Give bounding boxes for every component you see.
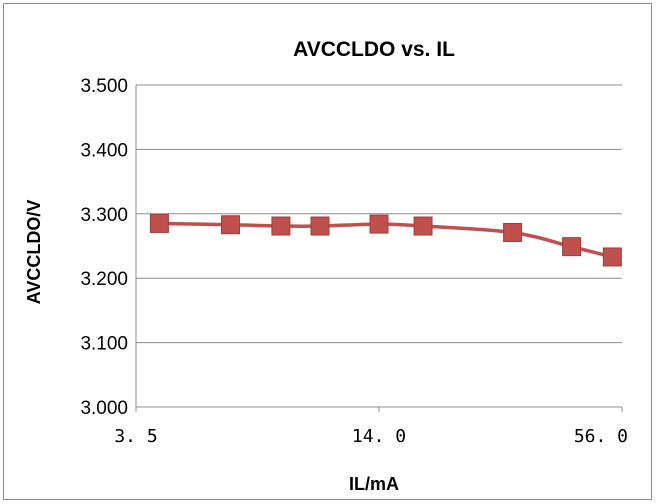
data-point-marker [149, 213, 169, 233]
data-point-marker [310, 216, 330, 236]
x-tick-label: 3. 5 [114, 426, 157, 447]
x-tick-label: 14. 0 [352, 426, 406, 447]
chart-frame [3, 3, 652, 500]
data-point-marker [369, 214, 389, 234]
data-point-marker [602, 247, 622, 267]
y-tick-label: 3.400 [80, 140, 128, 161]
x-tick-label: 56. 0 [574, 426, 628, 447]
data-point-marker [413, 216, 433, 236]
y-tick-label: 3.300 [80, 205, 128, 226]
y-tick-label: 3.500 [80, 76, 128, 97]
data-point-marker [220, 215, 240, 235]
x-axis-title: IL/mA [349, 474, 399, 494]
y-tick-label: 3.100 [80, 334, 128, 355]
data-point-marker [503, 222, 523, 242]
tick-labels: 3.000 3.100 3.200 3.300 3.400 3.500 3. 5 14. 0 5… [80, 76, 628, 447]
axes [135, 85, 623, 412]
data-point-marker [562, 237, 582, 257]
y-axis-title: AVCCLDO/V [24, 200, 44, 305]
y-tick-label: 3.200 [80, 269, 128, 290]
y-tick-label: 3.000 [80, 398, 128, 419]
grid-lines [136, 84, 622, 344]
series-layer [149, 213, 622, 267]
data-point-marker [271, 216, 291, 236]
chart-title: AVCCLDO vs. IL [293, 38, 455, 61]
